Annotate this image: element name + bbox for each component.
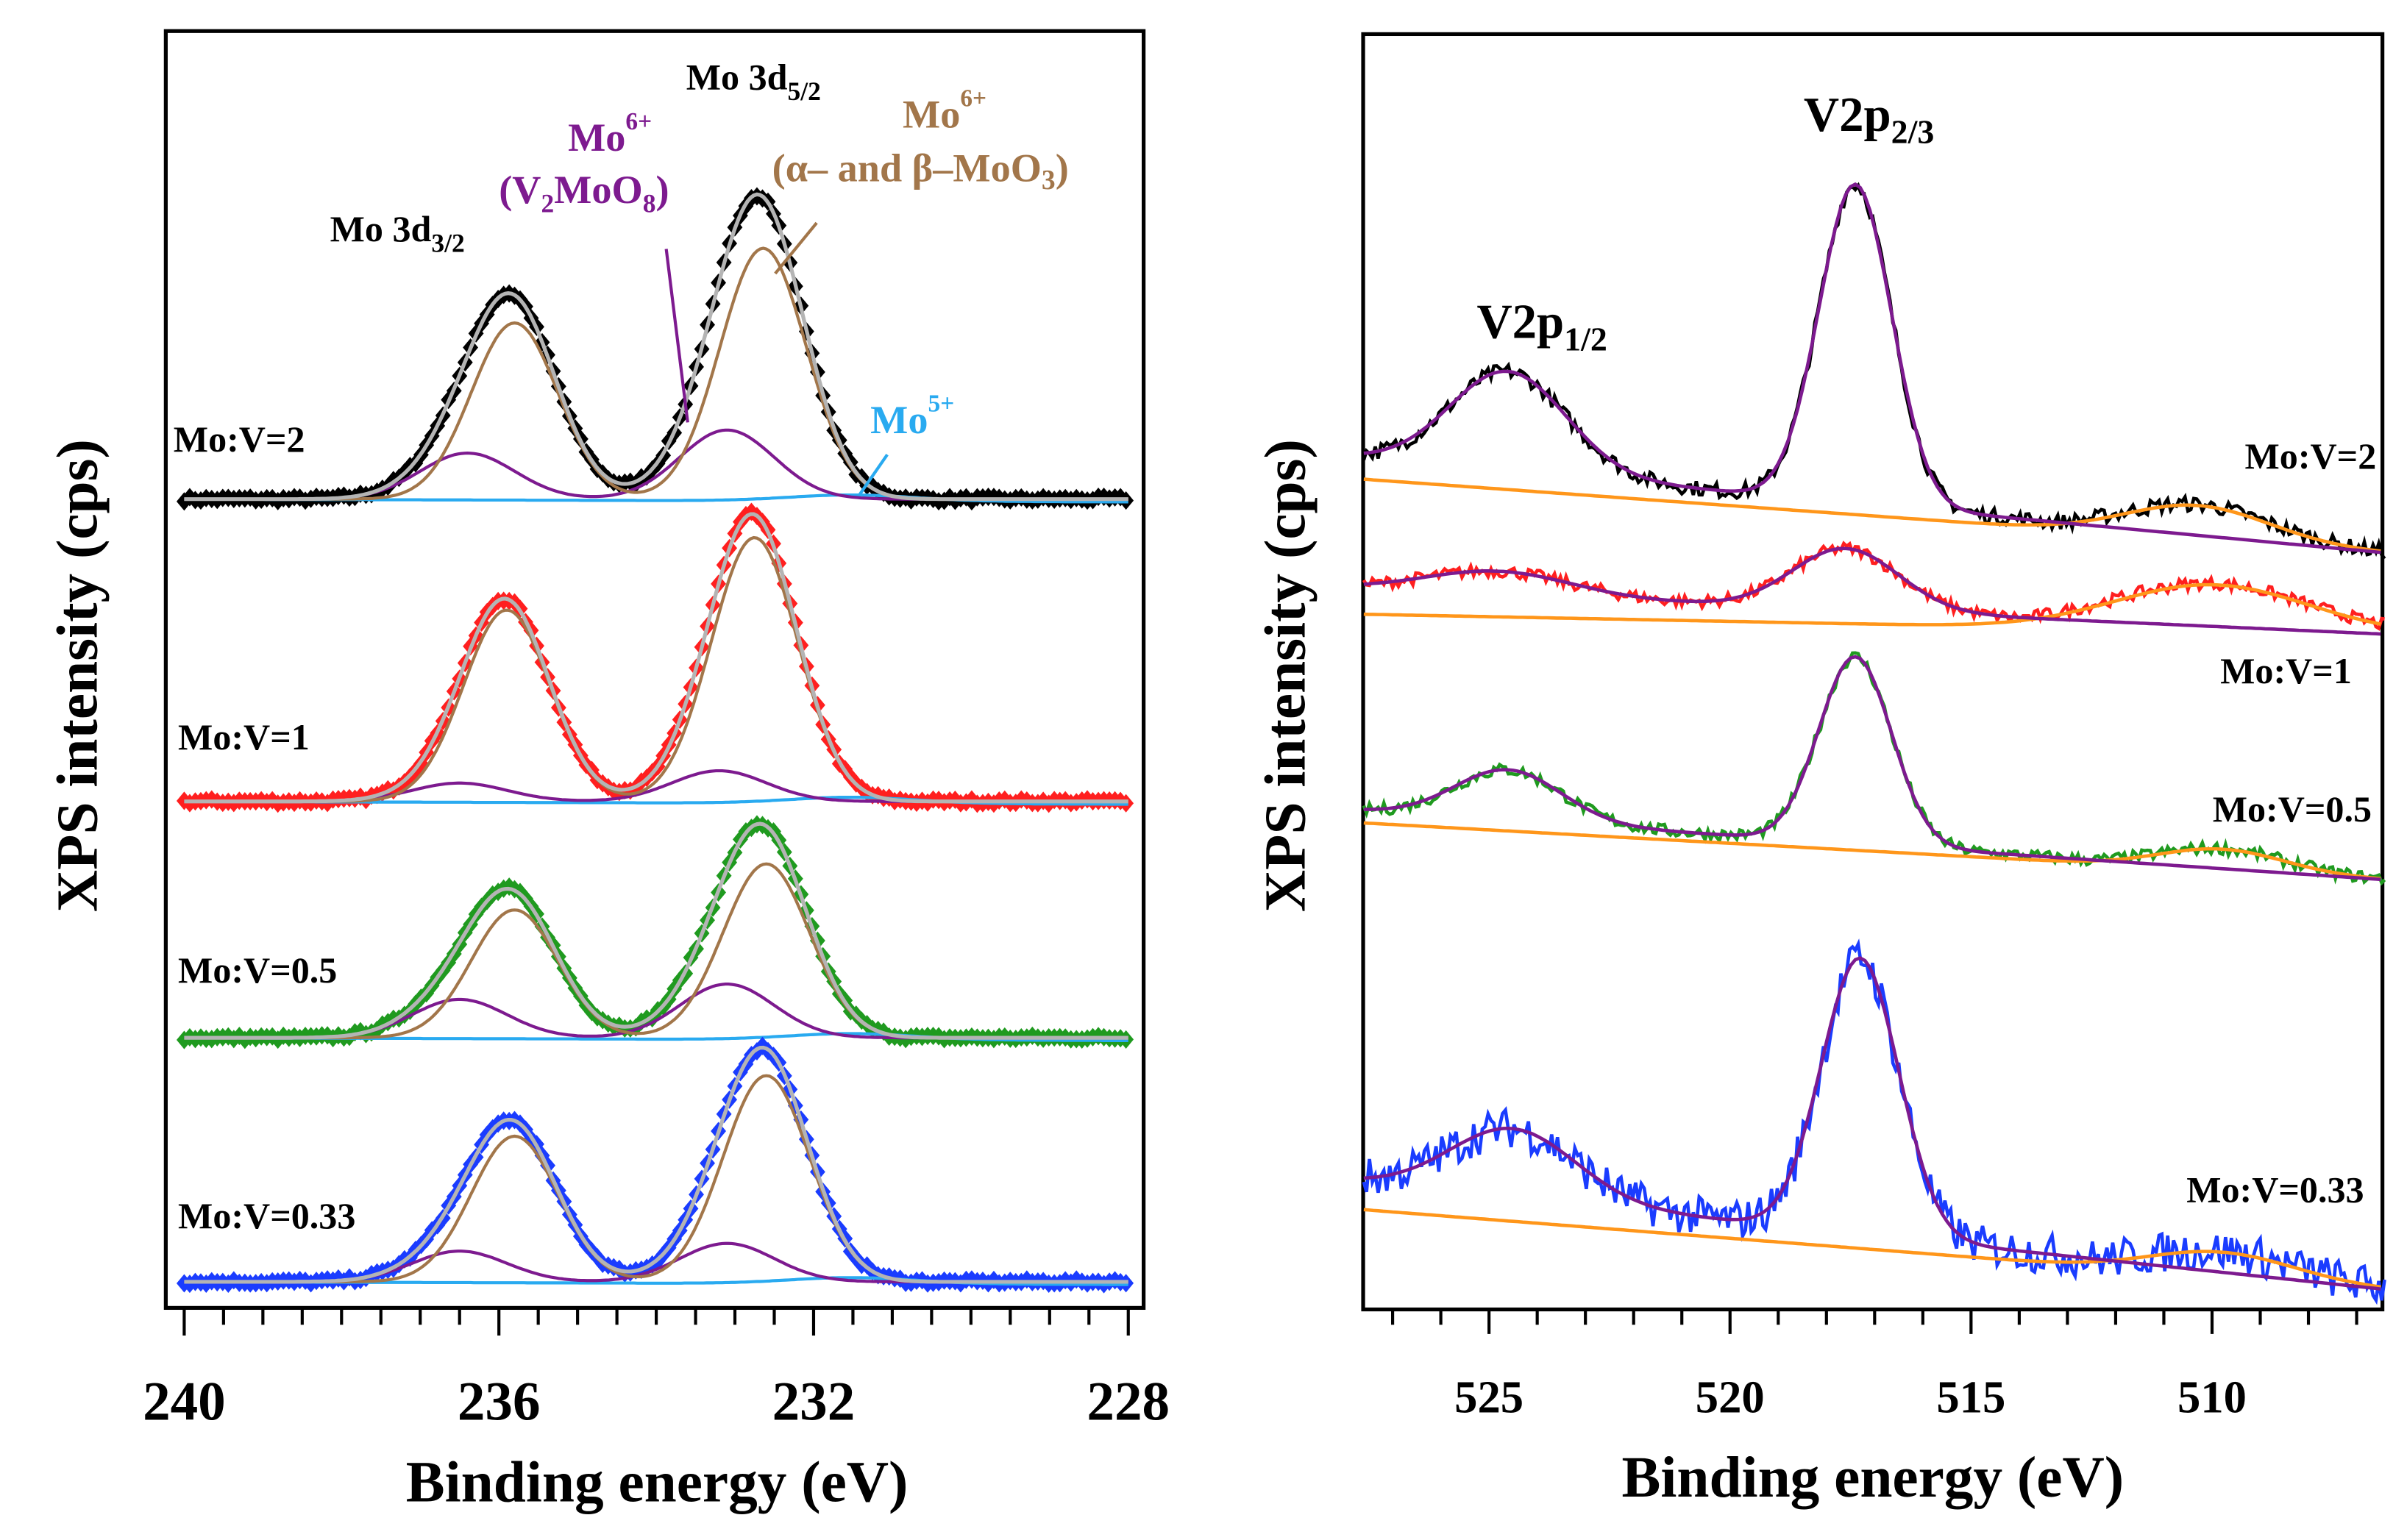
x-tick-labels: 240 236 232 228 xyxy=(143,1372,1170,1433)
data-point xyxy=(182,488,198,507)
series-3 xyxy=(1362,938,2386,1305)
annotation-mo3d52: Mo 3d5/2 xyxy=(686,57,821,107)
annotation-mo5: Mo5+ xyxy=(870,391,954,442)
y-axis-label: XPS intensity (cps) xyxy=(1254,439,1318,912)
series-1 xyxy=(176,502,1134,813)
x-tick-label: 515 xyxy=(1936,1371,2005,1422)
plot-frame xyxy=(163,29,1146,1311)
x-tick-label: 525 xyxy=(1454,1371,1524,1422)
fit-envelope-line xyxy=(184,821,1128,1040)
fit-envelope-line xyxy=(184,512,1128,804)
plot-area xyxy=(176,187,1134,1294)
series-label: Mo:V=1 xyxy=(178,716,310,757)
peak-fit-line xyxy=(1363,182,2381,555)
x-ticks xyxy=(1390,1309,2358,1334)
x-tick-label: 236 xyxy=(458,1372,541,1433)
x-axis-label: Binding energy (eV) xyxy=(406,1450,909,1514)
background-fit-line xyxy=(1363,821,2381,881)
peak-fit-line xyxy=(1363,956,2381,1291)
annotation-moo3-formula: (α– and β–MoO3) xyxy=(772,146,1069,196)
annotation-mo3d32: Mo 3d3/2 xyxy=(330,208,465,258)
series-label: Mo:V=0.33 xyxy=(178,1195,355,1236)
series-label: Mo:V=2 xyxy=(2245,435,2377,477)
series-label: Mo:V=0.33 xyxy=(2186,1169,2364,1210)
v2p-panel: 525 520 515 510 Binding energy (eV) XPS … xyxy=(1254,32,2386,1510)
x-axis-label: Binding energy (eV) xyxy=(1621,1445,2124,1510)
series-0 xyxy=(176,187,1134,511)
peak-fit-line xyxy=(1363,546,2381,636)
plot-area xyxy=(1362,182,2386,1305)
x-tick-label: 228 xyxy=(1087,1372,1170,1433)
annotation-mo6-v2moo8: Mo6+ xyxy=(568,108,652,160)
series-0 xyxy=(1362,182,2386,560)
x-tick-label: 510 xyxy=(2177,1371,2247,1422)
plot-frame xyxy=(1361,32,2385,1312)
series-2 xyxy=(1362,651,2386,886)
y-axis-label: XPS intensity (cps) xyxy=(45,439,110,912)
annotation-pointer xyxy=(858,453,889,496)
series-3 xyxy=(176,1036,1134,1294)
x-tick-labels: 525 520 515 510 xyxy=(1454,1371,2247,1422)
background-fit-line xyxy=(1363,582,2381,627)
fit-envelope-line xyxy=(184,1045,1128,1284)
fit-envelope-line xyxy=(184,192,1128,502)
moo3-component-line xyxy=(184,1074,1128,1284)
series-label: Mo:V=1 xyxy=(2220,650,2352,691)
annotation-mo6-moo3: Mo6+ xyxy=(903,85,986,136)
series-label: Mo:V=2 xyxy=(174,418,305,460)
annotation-v2p12: V2p1/2 xyxy=(1476,296,1607,358)
background-fit-line xyxy=(1363,477,2381,553)
peak-fit-line xyxy=(1363,655,2381,882)
mo3d-panel: 240 236 232 228 Binding energy (eV) XPS … xyxy=(45,29,1170,1514)
data-line xyxy=(1362,938,2386,1305)
series-2 xyxy=(176,815,1134,1049)
x-tick-label: 232 xyxy=(772,1372,856,1433)
series-label: Mo:V=0.5 xyxy=(2213,788,2372,830)
background-fit-line xyxy=(1363,1208,2381,1289)
annotation-v2moo8-formula: (V2MoO8) xyxy=(499,168,669,218)
x-tick-label: 520 xyxy=(1696,1371,1765,1422)
annotation-pointer xyxy=(774,221,818,275)
series-label: Mo:V=0.5 xyxy=(178,949,337,991)
annotation-v2p23: V2p2/3 xyxy=(1804,88,1934,151)
annotation-pointer xyxy=(664,249,689,423)
x-ticks xyxy=(182,1308,1130,1336)
series-1 xyxy=(1362,541,2385,636)
x-tick-label: 240 xyxy=(143,1372,226,1433)
